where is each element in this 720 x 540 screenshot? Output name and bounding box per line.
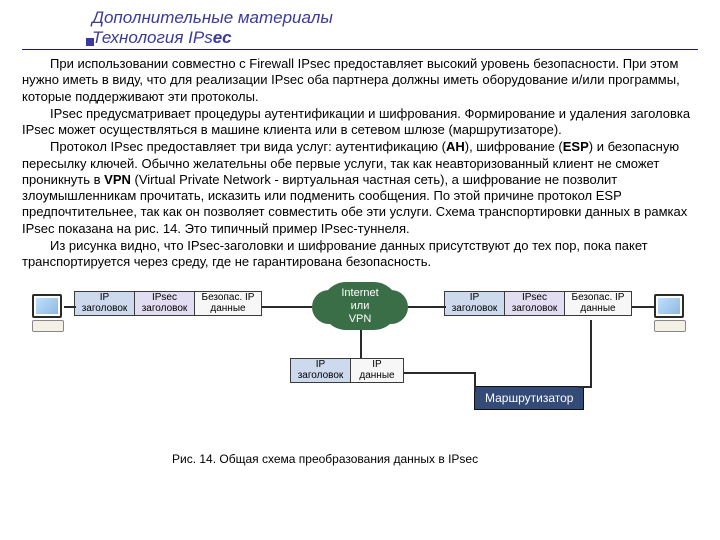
- wire: [64, 306, 76, 308]
- packet-top-left: IPзаголовок IPsecзаголовок Безопас. IPда…: [74, 291, 262, 316]
- body-text: При использовании совместно с Firewall I…: [22, 56, 698, 270]
- figure-caption: Рис. 14. Общая схема преобразования данн…: [22, 452, 698, 466]
- title-bullet-icon: [86, 38, 94, 46]
- wire: [578, 386, 592, 388]
- wire: [632, 306, 656, 308]
- wire: [262, 306, 312, 308]
- paragraph-1: При использовании совместно с Firewall I…: [22, 56, 698, 105]
- paragraph-2: IPsec предусматривает процедуры аутентиф…: [22, 106, 698, 139]
- packet-bottom: IPзаголовок IPданные: [290, 358, 404, 383]
- packet-top-right: IPзаголовок IPsecзаголовок Безопас. IPда…: [444, 291, 632, 316]
- title-underline: [22, 49, 698, 50]
- ipsec-diagram: IPзаголовок IPsecзаголовок Безопас. IPда…: [30, 276, 690, 446]
- paragraph-4: Из рисунка видно, что IPsec-заголовки и …: [22, 238, 698, 271]
- wire: [474, 372, 476, 392]
- slide-title: Дополнительные материалы Технология IPse…: [22, 8, 698, 47]
- paragraph-3: Протокол IPsec предоставляет три вида ус…: [22, 139, 698, 237]
- wire: [408, 306, 446, 308]
- wire: [360, 330, 362, 358]
- internet-cloud: Internet или VPN: [322, 282, 398, 330]
- pc-left-icon: [32, 294, 66, 332]
- router-box: Маршрутизатор: [474, 386, 584, 410]
- pc-right-icon: [654, 294, 688, 332]
- wire: [590, 320, 592, 388]
- title-line1: Дополнительные материалы: [92, 8, 698, 28]
- wire: [404, 372, 474, 374]
- title-line2: Технология IPsec: [92, 28, 698, 48]
